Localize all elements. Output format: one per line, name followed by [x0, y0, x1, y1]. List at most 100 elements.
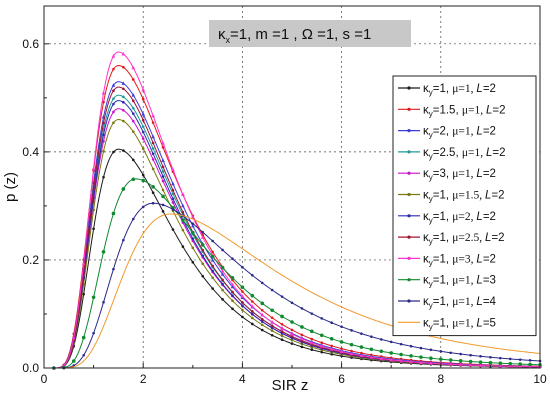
legend-label: κy=1, μ=1.5, L=2 [423, 190, 505, 204]
data-point [241, 304, 244, 307]
legend-label: κy=1, μ=1, L=5 [423, 317, 496, 331]
data-point [260, 281, 264, 285]
data-point [369, 347, 374, 352]
data-point [290, 335, 294, 338]
y-tick-label: 0.2 [22, 253, 39, 267]
data-point [141, 87, 145, 92]
data-point [151, 121, 155, 124]
data-point [310, 340, 314, 345]
data-point [241, 315, 244, 319]
data-point [251, 273, 254, 277]
data-point [221, 248, 224, 252]
data-point [122, 100, 125, 104]
data-point [161, 194, 165, 199]
data-point [330, 321, 333, 325]
data-point [92, 187, 95, 191]
data-point [310, 329, 314, 334]
data-point [131, 119, 135, 123]
data-point [122, 149, 125, 152]
data-point [112, 121, 115, 124]
data-point [131, 177, 136, 182]
data-point [200, 235, 205, 239]
data-point [280, 330, 284, 333]
data-point [360, 332, 363, 335]
data-point [191, 223, 195, 228]
data-point [349, 342, 354, 347]
data-point [201, 254, 205, 258]
data-point [320, 350, 324, 354]
data-point [211, 276, 214, 280]
data-point [151, 152, 155, 156]
data-point [181, 192, 185, 197]
data-point [161, 210, 165, 213]
data-point [231, 257, 234, 261]
data-point [488, 360, 493, 365]
data-point [171, 228, 175, 231]
data-point [230, 282, 235, 286]
data-point [300, 333, 304, 337]
data-point [181, 210, 185, 214]
data-point [171, 192, 175, 196]
data-point [210, 258, 215, 262]
data-point [92, 227, 95, 231]
data-point [399, 342, 403, 346]
data-point [141, 147, 145, 151]
data-point [251, 316, 254, 320]
data-point [389, 357, 393, 362]
data-point [528, 359, 532, 362]
annotation-text: κx=1, m =1 , Ω =1, s =1 [218, 26, 371, 45]
data-point [251, 300, 254, 303]
data-point [260, 308, 264, 312]
data-point [251, 312, 254, 316]
data-point [300, 307, 304, 310]
data-point [102, 100, 105, 104]
data-point [260, 323, 264, 327]
data-point [241, 301, 244, 304]
data-point [200, 243, 205, 247]
data-point [71, 359, 76, 363]
y-axis-title: p (z) [2, 172, 19, 202]
data-point [429, 348, 433, 352]
data-point [329, 336, 334, 341]
data-point [102, 149, 105, 153]
data-point [399, 352, 403, 357]
data-point [478, 363, 483, 367]
data-point [151, 113, 155, 118]
legend-marker [407, 86, 411, 90]
data-point [102, 175, 105, 179]
data-point [121, 51, 126, 56]
data-point [300, 325, 304, 329]
data-point [91, 166, 96, 171]
data-point [448, 362, 453, 366]
data-point [528, 364, 532, 369]
data-point [131, 65, 136, 70]
data-point [122, 87, 125, 91]
data-point [161, 158, 165, 162]
data-point [498, 361, 503, 366]
data-point [280, 338, 284, 342]
data-point [131, 106, 135, 110]
legend-item: κy=3, μ=1, L=2 [398, 168, 496, 182]
series-11 [44, 201, 542, 370]
data-point [340, 325, 343, 329]
legend-item: κy=1.5, μ=1, L=2 [398, 104, 506, 118]
data-point [141, 112, 145, 116]
data-point [131, 130, 135, 133]
data-point [270, 320, 274, 324]
data-point [518, 362, 522, 366]
data-point [201, 230, 205, 234]
legend-marker [407, 171, 411, 175]
data-point [112, 89, 115, 92]
data-point [468, 363, 473, 367]
x-tick-label: 6 [338, 372, 345, 386]
y-tick-label: 0.4 [22, 145, 39, 159]
legend-label: κy=2, μ=1, L=2 [423, 126, 496, 140]
data-point [141, 205, 145, 209]
data-point [121, 81, 126, 85]
legend: κy=1, μ=1, L=2 κy=1.5, μ=1, L=2 κy=2, μ=1,… [392, 75, 537, 337]
legend-item: κy=1, μ=3, L=2 [398, 253, 496, 267]
data-point [489, 355, 492, 359]
data-point [300, 342, 304, 346]
data-point [251, 322, 254, 326]
data-point [231, 299, 234, 303]
